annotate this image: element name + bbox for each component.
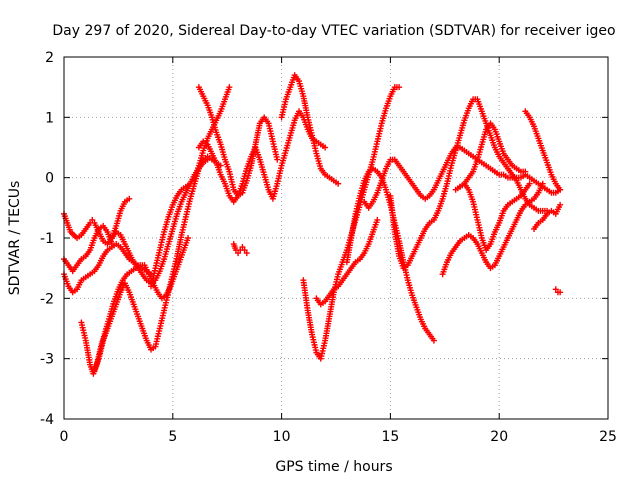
series-arc-19 <box>452 180 533 254</box>
data-point <box>241 247 248 254</box>
chart-title: Day 297 of 2020, Sidereal Day-to-day VTE… <box>52 23 615 39</box>
series-arc-13 <box>313 216 381 308</box>
data-point <box>274 156 281 163</box>
data-point <box>539 180 546 187</box>
series-arc-21 <box>531 201 564 232</box>
x-tick-label: 0 <box>60 429 69 445</box>
x-axis-label: GPS time / hours <box>275 459 392 475</box>
data-marks <box>61 72 564 377</box>
data-point <box>235 250 242 257</box>
series-arc-12 <box>300 84 403 362</box>
data-point <box>322 144 329 151</box>
data-point <box>374 216 381 223</box>
y-tick-label: -3 <box>40 352 54 368</box>
series-arc-10 <box>230 241 250 257</box>
data-point <box>239 244 246 251</box>
data-point <box>557 186 564 193</box>
data-point <box>557 289 564 296</box>
series-arc-2 <box>61 222 115 275</box>
series-arc-22 <box>552 286 564 296</box>
data-point <box>243 250 250 257</box>
data-point <box>557 201 564 208</box>
y-tick-label: 1 <box>45 110 54 126</box>
x-tick-label: 10 <box>273 429 291 445</box>
y-tick-label: 0 <box>45 171 54 187</box>
data-point <box>185 235 192 241</box>
series-arc-20 <box>522 108 564 193</box>
series-arc-14 <box>343 165 437 344</box>
x-tick-label: 5 <box>168 429 177 445</box>
series-arc-17 <box>439 180 546 278</box>
y-axis-label: SDTVAR / TECUs <box>7 181 23 296</box>
y-tick-label: -2 <box>40 291 54 307</box>
data-point <box>335 180 342 187</box>
series-arc-7 <box>148 84 233 290</box>
x-tick-label: 25 <box>599 429 617 445</box>
data-point <box>226 84 233 91</box>
data-point <box>396 84 403 91</box>
data-point <box>126 195 133 202</box>
data-point <box>89 216 96 223</box>
axis-ticks: 0 5 10 15 20 25 -4 -3 -2 -1 0 1 2 <box>40 50 617 445</box>
series-arc-16 <box>387 96 551 272</box>
y-tick-label: 2 <box>45 50 54 66</box>
data-point <box>522 168 529 175</box>
series-arc-11 <box>278 72 342 187</box>
data-point <box>430 337 437 344</box>
x-tick-label: 20 <box>490 429 508 445</box>
y-tick-label: -4 <box>40 412 54 428</box>
series-arc-9 <box>195 108 329 205</box>
y-tick-label: -1 <box>40 231 54 247</box>
data-point <box>526 180 533 187</box>
data-point <box>552 286 559 293</box>
series-arc-15 <box>361 144 564 211</box>
x-tick-label: 15 <box>381 429 399 445</box>
